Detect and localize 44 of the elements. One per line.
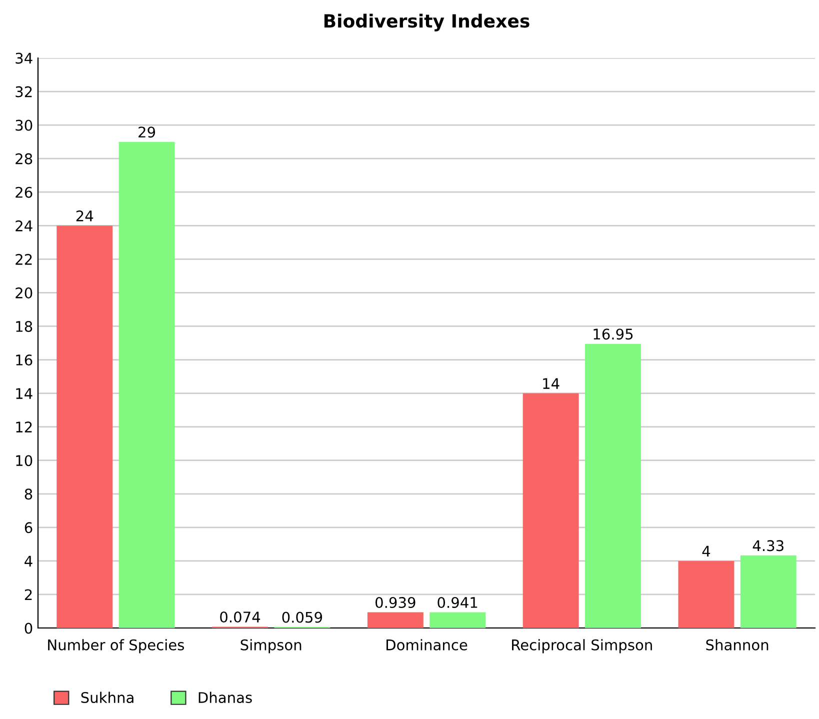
data-label: 0.059 (282, 612, 322, 623)
x-tick-label: Shannon (706, 639, 768, 650)
x-tick-label: Reciprocal Simpson (512, 639, 652, 654)
y-tick-label: 28 (16, 153, 32, 164)
data-label: 14 (543, 378, 560, 389)
y-tick-label: 0 (24, 622, 32, 634)
data-label: 24 (76, 210, 94, 222)
x-tick-label: Simpson (240, 639, 302, 654)
y-tick-label: 30 (16, 120, 32, 131)
y-tick-label: 18 (16, 320, 32, 332)
y-tick-label: 6 (24, 522, 32, 534)
y-tick-label: 2 (24, 589, 32, 600)
y-tick-label: 16 (16, 354, 32, 366)
data-label: 4.33 (752, 540, 784, 552)
x-tick-label: Dominance (386, 639, 468, 650)
data-label: 29 (138, 126, 156, 138)
y-tick-label: 22 (16, 254, 32, 265)
bar (118, 142, 175, 628)
y-tick-label: 32 (16, 86, 32, 98)
y-tick-label: 26 (16, 186, 32, 198)
y-tick-label: 4 (24, 556, 32, 566)
bar (678, 560, 734, 628)
x-tick-label: Number of Species (48, 639, 184, 654)
data-label: 0.941 (438, 596, 478, 608)
legend-label: Dhanas (198, 692, 252, 704)
chart-title: Biodiversity Indexes (324, 14, 530, 32)
bar (367, 612, 424, 628)
bar (585, 344, 641, 628)
data-label: 4 (702, 546, 710, 557)
y-tick-label: 10 (16, 455, 32, 466)
y-tick-label: 12 (16, 422, 32, 432)
y-tick-label: 20 (16, 287, 32, 298)
bar (56, 226, 113, 628)
legend-label: Sukhna (81, 692, 134, 704)
data-label: 16.95 (594, 328, 633, 340)
bar (430, 612, 486, 628)
data-label: 0.939 (376, 597, 416, 608)
bar (522, 393, 579, 628)
y-tick-label: 8 (24, 488, 32, 500)
y-tick-label: 24 (16, 220, 32, 232)
bar (740, 555, 796, 628)
y-tick-label: 34 (16, 52, 32, 64)
data-label: 0.074 (220, 612, 260, 623)
y-tick-label: 14 (16, 388, 32, 399)
